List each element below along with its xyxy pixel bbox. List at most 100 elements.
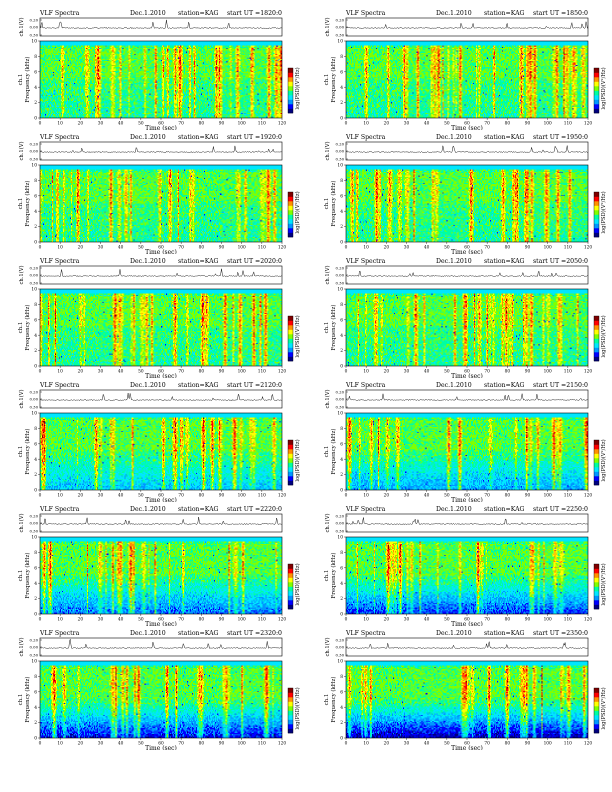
signal-tick-label: 0.30 <box>336 33 345 38</box>
signal-tick-label: 0.20 <box>336 514 345 519</box>
time-tick-label: 80 <box>505 370 511 375</box>
time-tick-label: 120 <box>584 742 592 747</box>
spectrogram-image <box>346 413 588 490</box>
time-tick-label: 120 <box>278 246 286 251</box>
colorbar-swatch <box>594 232 599 238</box>
signal-tick-label: 0.20 <box>336 390 345 395</box>
time-tick-label: 80 <box>199 742 205 747</box>
time-tick-label: 40 <box>424 618 430 623</box>
colorbar-swatch <box>288 476 293 481</box>
colorbar-swatch <box>288 604 293 610</box>
time-tick-label: 120 <box>584 494 592 499</box>
time-tick-label: 0 <box>39 618 42 623</box>
time-tick-label: 70 <box>484 742 490 747</box>
frequency-tick-label: 8 <box>340 551 343 556</box>
time-tick-label: 110 <box>564 246 572 251</box>
spectrum-channel-label: ch.1 <box>324 446 330 458</box>
panel-start-ut: start UT =1920:0 <box>227 134 282 141</box>
time-tick-label: 110 <box>258 246 266 251</box>
frequency-tick-label: 6 <box>340 566 343 571</box>
time-tick-label: 50 <box>444 742 450 747</box>
time-tick-label: 120 <box>278 370 286 375</box>
frequency-axis-label: Frequency (kHz) <box>24 553 31 599</box>
time-tick-label: 110 <box>564 742 572 747</box>
frequency-tick-label: 6 <box>340 318 343 323</box>
colorbar-swatch <box>594 577 599 583</box>
signal-tick-label: 0.00 <box>336 521 345 526</box>
time-tick-label: 10 <box>363 618 369 623</box>
colorbar-swatch <box>288 343 293 348</box>
frequency-tick-label: 2 <box>340 597 343 602</box>
time-axis-label: Time (sec) <box>145 621 177 626</box>
colorbar-swatch <box>288 568 293 574</box>
time-tick-label: 30 <box>98 618 104 623</box>
colorbar-swatch <box>594 95 599 100</box>
colorbar-swatch <box>288 90 293 96</box>
frequency-tick-label: 0 <box>340 365 343 370</box>
colorbar-swatch <box>288 595 293 601</box>
signal-tick-label: 0.20 <box>30 266 39 271</box>
colorbar-swatch <box>594 480 599 486</box>
time-tick-label: 40 <box>118 742 124 747</box>
spectrogram-panel: VLF Spectra Dec.1.2010 station=KAG start UT… <box>18 134 301 254</box>
time-tick-label: 100 <box>238 494 246 499</box>
time-tick-label: 70 <box>178 246 184 251</box>
signal-tick-label: 0.20 <box>30 514 39 519</box>
colorbar-swatch <box>594 325 599 330</box>
frequency-tick-label: 10 <box>31 412 37 417</box>
time-tick-label: 30 <box>404 618 410 623</box>
colorbar-swatch <box>288 697 293 702</box>
time-axis-label: Time (sec) <box>451 497 483 502</box>
panel-station: station=KAG <box>178 382 219 389</box>
time-tick-label: 100 <box>238 742 246 747</box>
frequency-tick-label: 10 <box>337 164 343 169</box>
spectrum-channel-label: ch.1 <box>324 198 330 210</box>
colorbar-swatch <box>594 352 599 357</box>
time-tick-label: 60 <box>158 122 164 127</box>
spectrum-channel-label: ch.1 <box>18 694 24 706</box>
time-tick-label: 10 <box>57 742 63 747</box>
colorbar-label: log(PSD)(V²/Hz) <box>600 315 607 357</box>
colorbar-swatch <box>594 719 599 725</box>
panel-station: station=KAG <box>178 506 219 513</box>
time-tick-label: 0 <box>345 122 348 127</box>
time-tick-label: 0 <box>345 370 348 375</box>
signal-trace <box>39 516 283 525</box>
time-tick-label: 100 <box>238 618 246 623</box>
panel-date: Dec.1.2010 <box>130 506 166 513</box>
time-axis-label: Time (sec) <box>451 125 483 130</box>
time-tick-label: 10 <box>363 246 369 251</box>
colorbar-swatch <box>288 564 293 569</box>
panel-start-ut: start UT =2020:0 <box>227 258 282 265</box>
panel-start-ut: start UT =2220:0 <box>227 506 282 513</box>
time-tick-label: 50 <box>138 494 144 499</box>
frequency-tick-label: 6 <box>340 690 343 695</box>
frequency-axis-label: Frequency (kHz) <box>24 181 31 227</box>
time-tick-label: 100 <box>544 246 552 251</box>
time-tick-label: 50 <box>138 246 144 251</box>
colorbar-swatch <box>288 728 293 734</box>
time-tick-label: 100 <box>238 122 246 127</box>
spectrogram-panel: VLF Spectra Dec.1.2010 station=KAG start UT… <box>324 258 607 378</box>
spectrum-channel-label: ch.1 <box>324 694 330 706</box>
time-tick-label: 10 <box>57 122 63 127</box>
time-tick-label: 60 <box>464 494 470 499</box>
colorbar-swatch <box>288 577 293 583</box>
time-tick-label: 90 <box>219 742 225 747</box>
signal-trace <box>345 21 589 29</box>
spectrogram-panel: VLF Spectra Dec.1.2010 station=KAG start UT… <box>324 630 607 750</box>
colorbar-swatch <box>594 223 599 229</box>
panel-start-ut: start UT =1820:0 <box>227 10 282 17</box>
signal-tick-label: 0.30 <box>30 157 39 162</box>
colorbar-swatch <box>594 356 599 362</box>
time-tick-label: 80 <box>505 246 511 251</box>
time-axis-label: Time (sec) <box>451 621 483 626</box>
colorbar-swatch <box>594 458 599 463</box>
colorbar-swatch <box>594 320 599 326</box>
colorbar-swatch <box>594 573 599 578</box>
panel-title: VLF Spectra <box>345 134 386 141</box>
signal-tick-label: 0.00 <box>336 149 345 154</box>
colorbar-swatch <box>594 582 599 587</box>
time-tick-label: 60 <box>158 246 164 251</box>
time-tick-label: 110 <box>258 494 266 499</box>
